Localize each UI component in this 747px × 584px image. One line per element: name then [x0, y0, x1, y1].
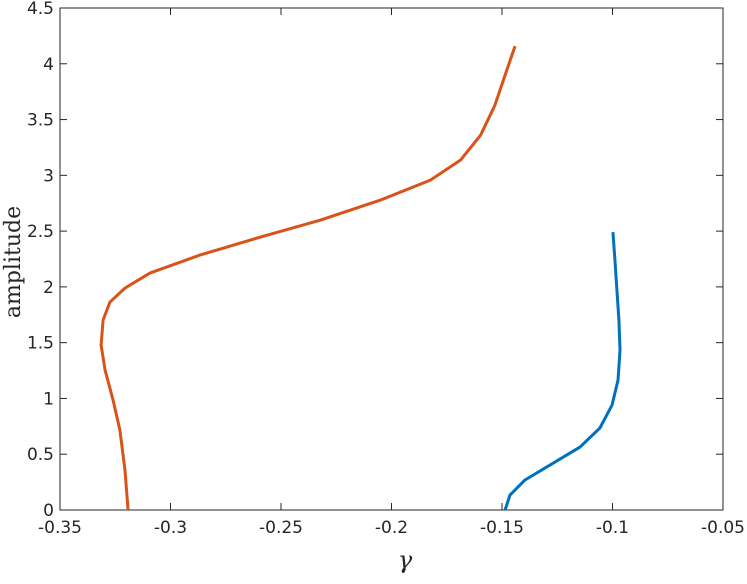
x-tick-label: -0.1 — [596, 518, 629, 538]
plot-frame — [59, 7, 724, 511]
y-tick-label: 4 — [43, 55, 54, 75]
x-tick-label: -0.15 — [480, 518, 524, 538]
x-tick-label: -0.2 — [375, 518, 408, 538]
y-axis-label: amplitude — [1, 206, 26, 318]
x-tick-label: -0.3 — [154, 518, 187, 538]
data-line — [503, 232, 622, 511]
x-axis-label: γ — [398, 546, 413, 574]
x-tick-label: -0.25 — [259, 518, 303, 538]
y-tick-label: 0 — [43, 501, 54, 521]
y-tick-label: 3.5 — [27, 111, 54, 131]
x-tick-label: -0.35 — [38, 518, 82, 538]
y-tick-label: 2 — [43, 278, 54, 298]
data-line — [99, 45, 517, 511]
y-tick-label: 1.5 — [27, 334, 54, 354]
x-tick-label: -0.05 — [701, 518, 745, 538]
y-tick-label: 1 — [43, 389, 54, 409]
y-tick-label: 4.5 — [27, 0, 54, 19]
y-tick-label: 3 — [43, 166, 54, 186]
y-tick-label: 2.5 — [27, 222, 54, 242]
y-tick-label: 0.5 — [27, 445, 54, 465]
